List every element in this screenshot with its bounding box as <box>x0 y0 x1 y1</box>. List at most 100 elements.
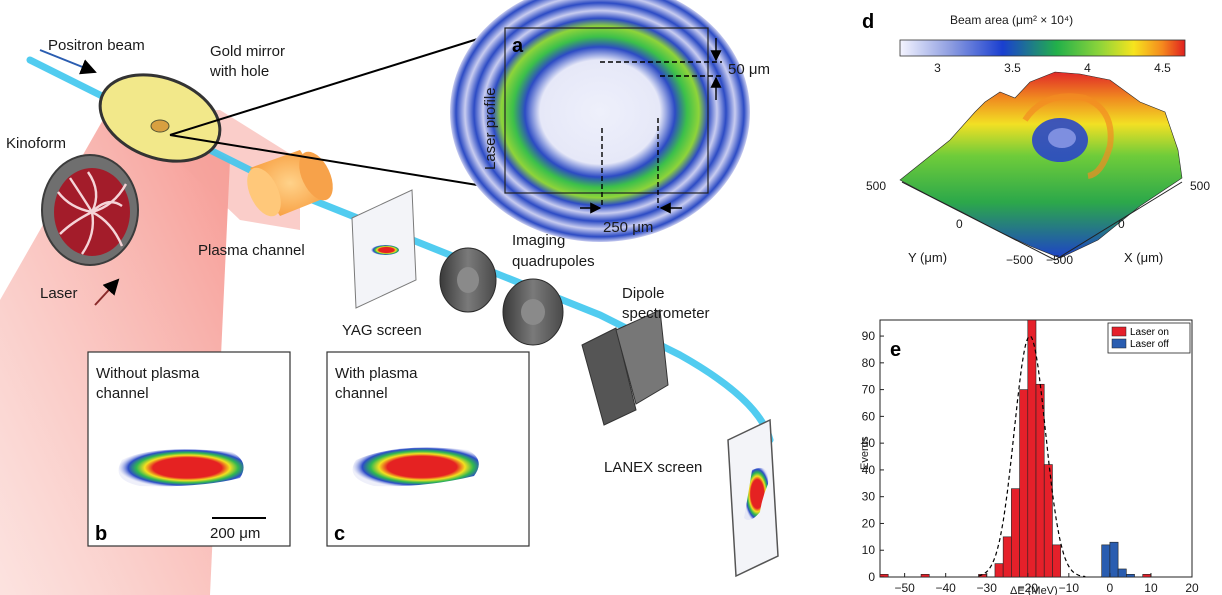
bar-laser-on <box>1019 389 1029 578</box>
colorbar-tick-label: 4.5 <box>1154 61 1171 75</box>
laser-off-bars <box>1101 541 1135 578</box>
yag-screen-label: YAG screen <box>342 322 422 339</box>
x-tick-label: −10 <box>1059 581 1080 595</box>
colorbar-tick-label: 3 <box>934 61 941 75</box>
x-tick-label: −50 <box>894 581 915 595</box>
mirror-hole <box>150 119 170 133</box>
positron-arrow <box>39 49 97 75</box>
bar-laser-on <box>994 563 1004 578</box>
bar-laser-off <box>1126 574 1135 578</box>
y-tick-label: 70 <box>862 383 876 397</box>
y-tick-label: 80 <box>862 356 876 370</box>
y-tick-0: 0 <box>956 217 963 231</box>
kinoform-label: Kinoform <box>6 135 66 152</box>
dim-250-label: 250 μm <box>603 219 653 236</box>
bar-laser-on <box>1142 574 1152 578</box>
y-tick-label: 90 <box>862 329 876 343</box>
surface-center-core <box>1048 128 1076 148</box>
scale-bar-label: 200 μm <box>210 525 260 542</box>
y-tick-label: 30 <box>862 490 876 504</box>
quadrupole-1 <box>439 247 497 313</box>
beam-spot-without-plasma <box>118 449 244 487</box>
surface-x-axis <box>1054 181 1183 261</box>
with-plasma-label-2: channel <box>335 385 388 402</box>
x-tick-label: −30 <box>977 581 998 595</box>
x-tick-label: −40 <box>936 581 957 595</box>
colorbar-ticks: 3 3.5 4 4.5 <box>934 61 1171 75</box>
laser-on-bars <box>879 319 1152 578</box>
dim-50-label: 50 μm <box>728 61 770 78</box>
legend-label-laser-off: Laser off <box>1130 339 1169 350</box>
histogram-legend: Laser on Laser off <box>1107 322 1191 354</box>
y-tick-500: 500 <box>866 179 886 193</box>
y-tick-neg500: −500 <box>1006 253 1033 267</box>
y-axis-label-d: Y (μm) <box>908 250 947 265</box>
x-tick-0: 0 <box>1118 217 1125 231</box>
y-tick-label: 50 <box>862 436 876 450</box>
lanex-screen-element <box>727 418 779 578</box>
y-tick-label: 40 <box>862 463 876 477</box>
y-tick-label: 10 <box>862 543 876 557</box>
setup-diagram: Positron beam Gold mirror with hole Kino… <box>0 31 779 595</box>
laser-label: Laser <box>40 285 78 302</box>
histogram-y-ticks: 0 10 20 30 40 50 60 70 80 90 <box>862 329 884 584</box>
positron-beam-label: Positron beam <box>48 37 145 54</box>
lanex-screen-label: LANEX screen <box>604 459 702 476</box>
surface-y-axis <box>901 181 1056 261</box>
laser-ring <box>450 0 750 242</box>
y-tick-label: 0 <box>868 570 875 584</box>
colorbar <box>899 39 1186 57</box>
x-tick-500: 500 <box>1190 179 1210 193</box>
beam-spot-with-plasma <box>352 447 479 487</box>
panel-b-letter: b <box>95 523 107 545</box>
bar-laser-on <box>920 574 930 578</box>
panel-e-histogram: −50 −40 −30 −20 −10 0 10 20 0 10 20 30 40 50 60 70 80 90… <box>859 319 1199 595</box>
gaussian-fit-curve <box>978 335 1086 578</box>
histogram-x-ticks: −50 −40 −30 −20 −10 0 10 20 <box>894 573 1199 595</box>
bar-laser-off <box>1101 544 1111 578</box>
x-tick-label: −20 <box>1018 581 1039 595</box>
without-plasma-label-2: channel <box>96 385 149 402</box>
plasma-channel-element <box>247 150 333 217</box>
kinoform-element <box>41 154 139 266</box>
quadrupole-2 <box>502 278 564 346</box>
laser-profile-label: Laser profile <box>482 87 499 170</box>
imaging-quadrupoles-label-2: quadrupoles <box>512 253 595 270</box>
histogram-x-label: ΔE (MeV) <box>1010 585 1058 595</box>
dipole-spectrometer-label-2: spectrometer <box>622 305 710 322</box>
x-tick-label: 0 <box>1107 581 1114 595</box>
connector-line-top <box>169 31 501 136</box>
imaging-quadrupoles-label-1: Imaging <box>512 232 565 249</box>
bar-laser-on <box>1027 319 1037 578</box>
dipole-spectrometer-element <box>581 309 669 426</box>
x-tick-label: 10 <box>1144 581 1158 595</box>
bar-laser-on <box>1052 544 1061 578</box>
bar-laser-off <box>1117 568 1127 578</box>
panel-a-letter: a <box>512 35 524 57</box>
panel-b-without-plasma: Without plasma channel 200 μm b <box>87 351 291 547</box>
legend-swatch-laser-off <box>1111 338 1127 349</box>
panel-a-laser-profile: a Laser profile 50 μm 250 μm <box>450 0 770 242</box>
y-tick-label: 60 <box>862 409 876 423</box>
panel-e-letter: e <box>890 339 901 361</box>
yag-screen-element <box>351 189 417 309</box>
surface-plot <box>899 71 1183 259</box>
bar-laser-on <box>1043 464 1053 578</box>
dipole-spectrometer-label-1: Dipole <box>622 285 665 302</box>
legend-swatch-laser-on <box>1111 326 1127 337</box>
gold-mirror <box>98 73 222 163</box>
panel-d-beam-area-surface: d Beam area (μm² × 10⁴) 3 3.5 4 4.5 500 0 −… <box>862 11 1210 267</box>
connector-line-bottom <box>169 134 509 191</box>
histogram-y-label: Events <box>859 436 871 470</box>
laser-arrow <box>94 278 120 306</box>
colorbar-tick-label: 3.5 <box>1004 61 1021 75</box>
panel-d-letter: d <box>862 11 874 33</box>
panel-c-with-plasma: With plasma channel c <box>326 351 530 547</box>
gold-mirror-label-1: Gold mirror <box>210 43 285 60</box>
with-plasma-label-1: With plasma <box>335 365 418 382</box>
panel-c-letter: c <box>334 523 345 545</box>
plasma-channel-label: Plasma channel <box>198 242 305 259</box>
x-tick-neg500: −500 <box>1046 253 1073 267</box>
surface-ring-ridge <box>1022 93 1114 179</box>
